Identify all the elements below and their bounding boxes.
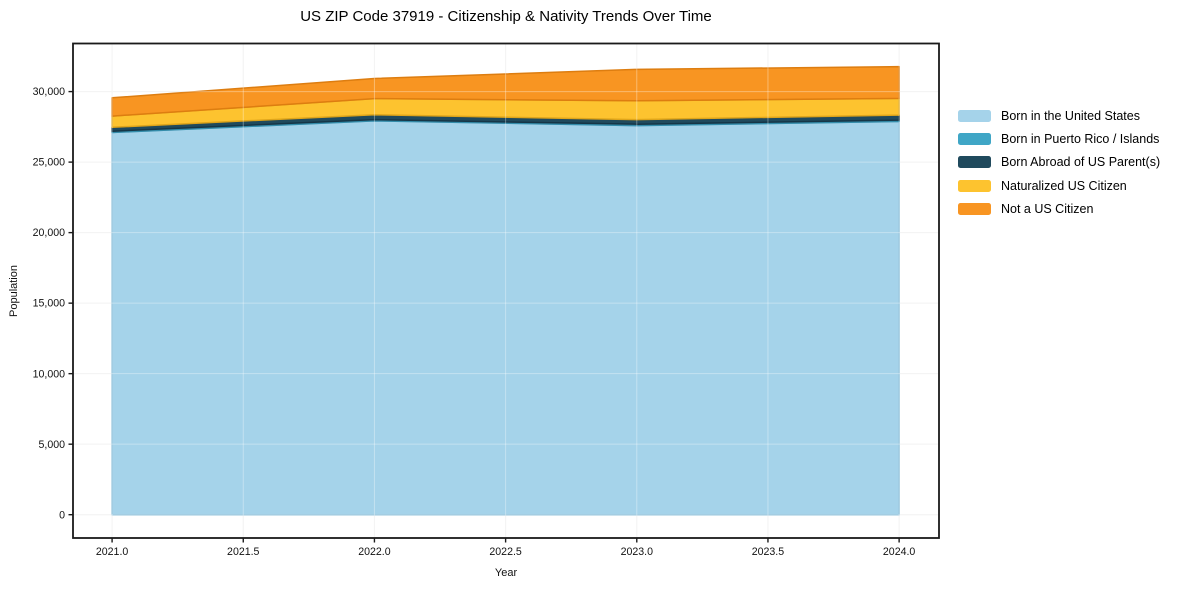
svg-text:2022.0: 2022.0 [358, 546, 391, 558]
legend-label: Born in the United States [1001, 108, 1140, 123]
svg-text:5,000: 5,000 [38, 439, 65, 451]
legend-item-born-abroad: Born Abroad of US Parent(s) [958, 151, 1160, 174]
legend-item-born-us: Born in the United States [958, 104, 1160, 127]
legend-swatch-born-abroad [958, 156, 991, 169]
legend-item-not-citizen: Not a US Citizen [958, 197, 1160, 220]
legend-label: Born in Puerto Rico / Islands [1001, 131, 1160, 146]
svg-text:25,000: 25,000 [33, 157, 66, 169]
svg-text:20,000: 20,000 [33, 227, 66, 239]
legend-label: Naturalized US Citizen [1001, 178, 1127, 193]
svg-text:2023.0: 2023.0 [621, 546, 654, 558]
legend-item-born-pr: Born in Puerto Rico / Islands [958, 127, 1160, 150]
svg-text:15,000: 15,000 [33, 298, 66, 310]
legend-swatch-born-us [958, 109, 991, 122]
legend-item-naturalized: Naturalized US Citizen [958, 174, 1160, 197]
svg-text:0: 0 [59, 509, 65, 521]
legend-label: Born Abroad of US Parent(s) [1001, 155, 1161, 170]
chart-title: US ZIP Code 37919 - Citizenship & Nativi… [300, 8, 712, 25]
svg-text:2023.5: 2023.5 [752, 546, 785, 558]
legend-swatch-naturalized [958, 179, 991, 192]
svg-text:10,000: 10,000 [33, 368, 66, 380]
svg-text:2024.0: 2024.0 [883, 546, 916, 558]
svg-text:30,000: 30,000 [33, 86, 66, 98]
legend-swatch-born-pr [958, 132, 991, 145]
svg-text:2022.5: 2022.5 [489, 546, 522, 558]
legend: Born in the United States Born in Puerto… [958, 104, 1160, 220]
legend-label: Not a US Citizen [1001, 201, 1094, 216]
svg-text:2021.5: 2021.5 [227, 546, 260, 558]
svg-text:2021.0: 2021.0 [96, 546, 129, 558]
x-axis-label: Year [494, 567, 518, 579]
y-axis-label: Population [8, 265, 20, 317]
legend-swatch-not-citizen [958, 202, 991, 215]
